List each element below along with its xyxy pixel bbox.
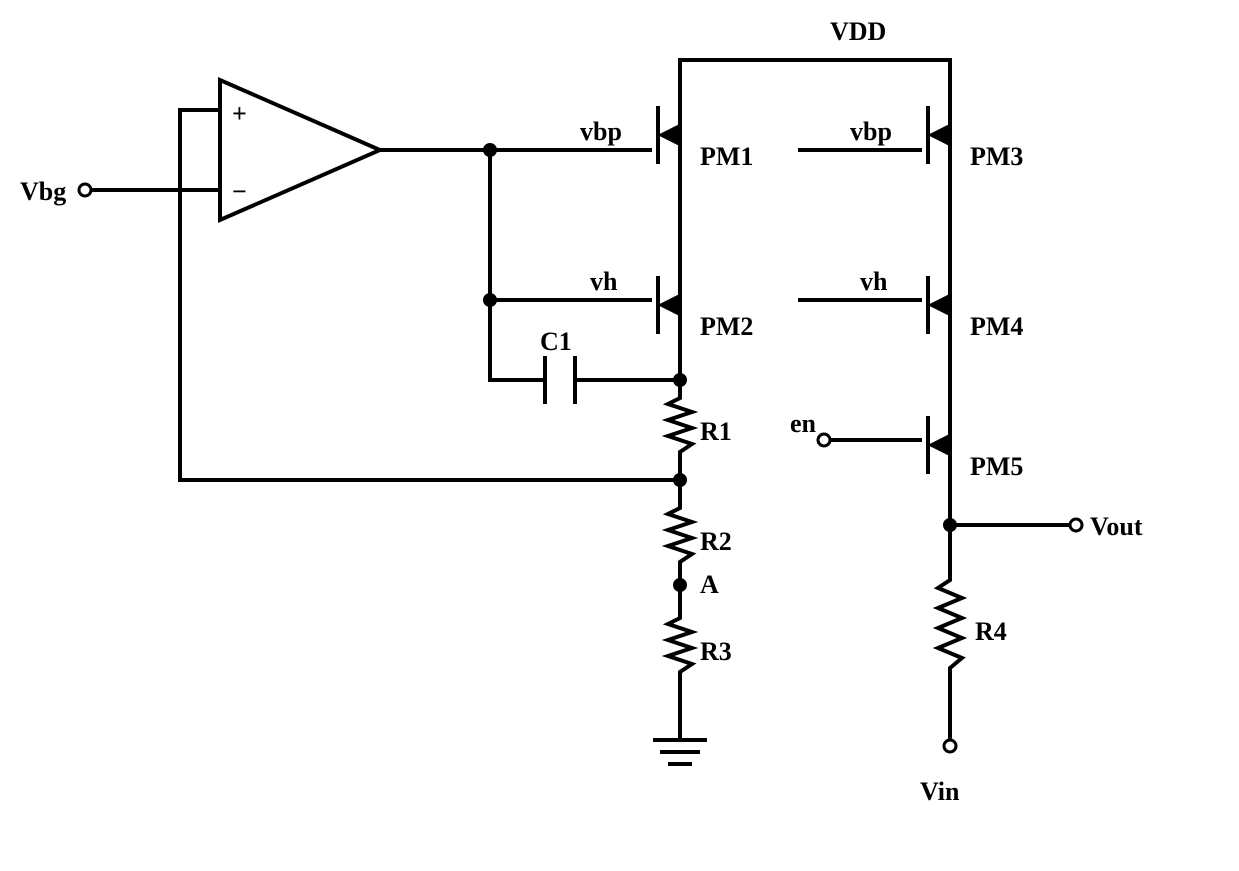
label-r2: R2 [700, 527, 732, 556]
opamp-minus: − [232, 177, 247, 206]
label-vbg: Vbg [20, 177, 66, 206]
label-a: A [700, 570, 719, 599]
label-vh2: vh [860, 267, 888, 296]
label-pm5: PM5 [970, 452, 1023, 481]
label-vbp2: vbp [850, 117, 892, 146]
label-pm2: PM2 [700, 312, 753, 341]
label-r3: R3 [700, 637, 732, 666]
label-pm1: PM1 [700, 142, 753, 171]
label-pm4: PM4 [970, 312, 1023, 341]
label-c1: C1 [540, 327, 572, 356]
label-en: en [790, 409, 817, 438]
label-vdd: VDD [830, 17, 886, 46]
label-r1: R1 [700, 417, 732, 446]
label-vout: Vout [1090, 512, 1143, 541]
label-r4: R4 [975, 617, 1007, 646]
label-vbp1: vbp [580, 117, 622, 146]
label-vin: Vin [920, 777, 960, 806]
opamp-plus: + [232, 99, 247, 128]
label-vh1: vh [590, 267, 618, 296]
label-pm3: PM3 [970, 142, 1023, 171]
